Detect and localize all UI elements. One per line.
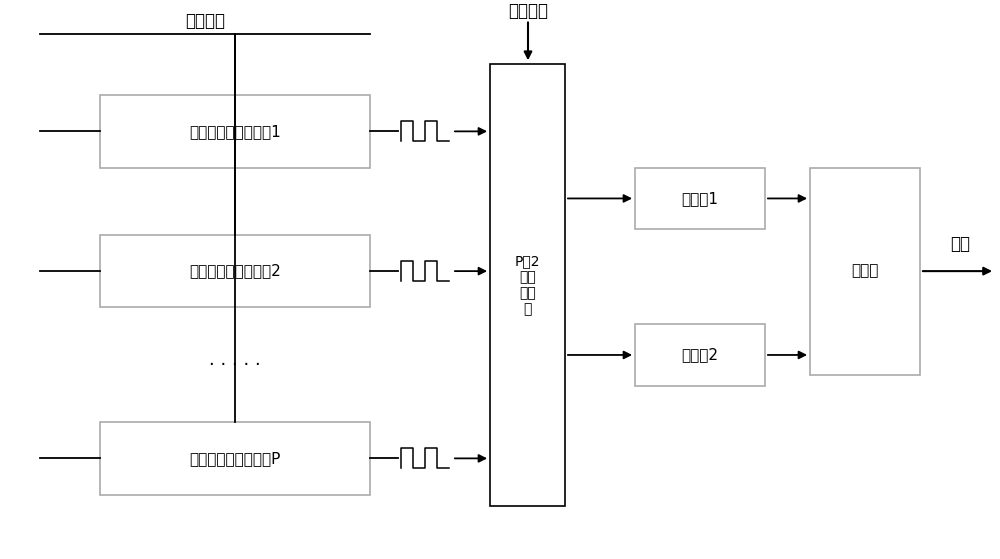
Text: 固定频率环形振荡器P: 固定频率环形振荡器P <box>189 451 281 466</box>
Bar <box>810 168 920 375</box>
Text: 计数器2: 计数器2 <box>682 348 718 362</box>
Text: 固定频率环形振荡器2: 固定频率环形振荡器2 <box>189 264 281 278</box>
Bar <box>635 168 765 229</box>
Text: 计数器1: 计数器1 <box>682 191 718 206</box>
Text: P选2
信号
选择
器: P选2 信号 选择 器 <box>515 254 540 316</box>
Text: · · · · ·: · · · · · <box>209 356 261 374</box>
Text: 响应: 响应 <box>950 235 970 253</box>
Bar <box>100 422 370 495</box>
Bar <box>100 235 370 307</box>
Text: 固定频率环形振荡器1: 固定频率环形振荡器1 <box>189 124 281 139</box>
Text: 挑战信号: 挑战信号 <box>508 2 548 20</box>
Text: 比较器: 比较器 <box>851 264 879 278</box>
Bar <box>635 324 765 386</box>
Bar <box>100 95 370 168</box>
Bar <box>490 64 565 506</box>
Text: 使能信号: 使能信号 <box>185 12 225 30</box>
